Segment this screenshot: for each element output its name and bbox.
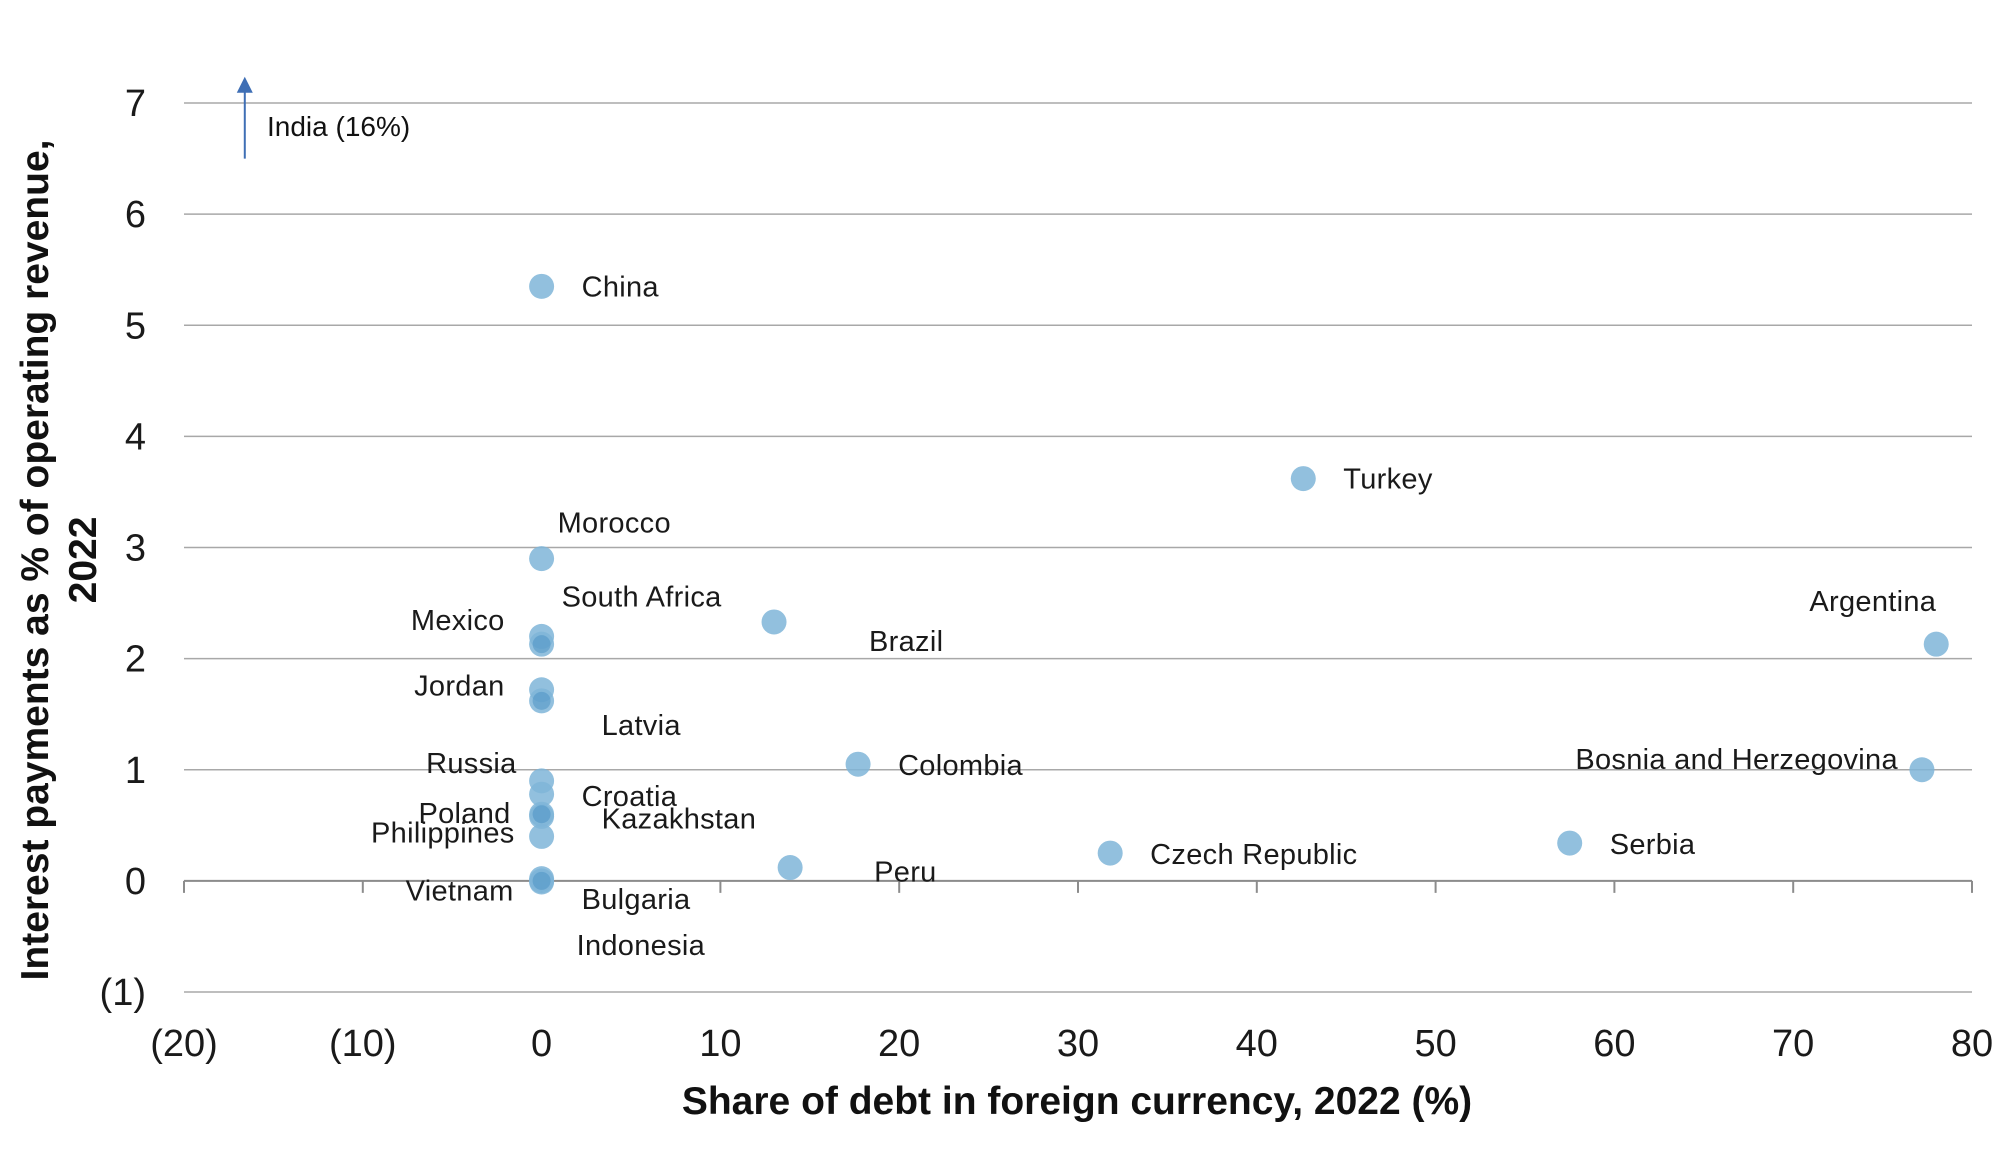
x-tick-label: 20 (878, 1023, 920, 1065)
point-label: Indonesia (577, 930, 706, 962)
data-point (529, 273, 555, 299)
point-label: Latvia (602, 710, 682, 742)
point-label: Poland (418, 798, 510, 830)
x-tick-label: 40 (1236, 1023, 1278, 1065)
y-axis-title: Interest payments as % of operating reve… (14, 140, 105, 981)
y-tick-label: (1) (100, 972, 146, 1014)
y-tick-label: 0 (125, 861, 146, 903)
point-label: Bosnia and Herzegovina (1575, 744, 1898, 776)
point-label: Croatia (582, 781, 678, 813)
data-point (1290, 466, 1316, 492)
y-tick-label: 6 (125, 194, 146, 236)
point-label: Serbia (1610, 829, 1696, 861)
india-arrow-head (236, 76, 253, 93)
y-tick-label: 3 (125, 528, 146, 570)
y-tick-label: 7 (125, 83, 146, 125)
point-label: Jordan (414, 671, 504, 703)
data-point (529, 546, 555, 572)
data-point (761, 609, 787, 635)
india-annotation-label: India (16%) (267, 111, 410, 142)
x-tick-label: 60 (1593, 1023, 1635, 1065)
x-tick-label: 50 (1414, 1023, 1456, 1065)
point-label: Brazil (869, 626, 943, 658)
point-label: Kazakhstan (602, 803, 757, 835)
point-label: South Africa (562, 581, 723, 613)
data-point (1557, 830, 1583, 856)
y-axis-title-line1: Interest payments as % of operating reve… (14, 140, 57, 981)
data-point-overlap (532, 805, 551, 824)
y-axis-title-line2: 2022 (62, 517, 105, 604)
data-point (1097, 840, 1123, 866)
point-labels: China Turkey Morocco South Africa Mexico Braz… (371, 271, 1936, 962)
x-tick-label: (10) (329, 1023, 397, 1065)
y-tick-label: 1 (125, 750, 146, 792)
point-label: Czech Republic (1150, 839, 1357, 871)
point-label: Vietnam (406, 876, 514, 908)
point-label: China (582, 271, 660, 303)
point-label: Russia (426, 748, 517, 780)
x-axis-ticks: (20) (10) 0 10 20 30 40 50 60 70 80 (150, 1023, 1993, 1065)
data-point (1923, 631, 1949, 657)
y-tick-label: 4 (125, 416, 146, 458)
x-tick-label: (20) (150, 1023, 218, 1065)
x-axis-title: Share of debt in foreign currency, 2022 … (682, 1080, 1472, 1123)
y-axis-ticks: (1) 0 1 2 3 4 5 6 7 (100, 83, 146, 1014)
point-label: Bulgaria (582, 884, 691, 916)
y-tick-label: 2 (125, 639, 146, 681)
x-tick-label: 30 (1057, 1023, 1099, 1065)
data-point-overlap (532, 635, 551, 654)
point-label: Turkey (1343, 464, 1433, 496)
data-point (529, 781, 555, 807)
point-label: Argentina (1809, 586, 1936, 618)
data-point-overlap (532, 871, 551, 890)
point-label: Philippines (371, 817, 515, 849)
gridlines (184, 102, 1972, 993)
x-tick-label: 10 (699, 1023, 741, 1065)
data-point (845, 751, 871, 777)
point-label: Mexico (411, 605, 505, 637)
point-label: Colombia (898, 750, 1023, 782)
india-annotation: India (16%) (236, 76, 410, 159)
x-tick-label: 70 (1772, 1023, 1814, 1065)
data-point (1909, 757, 1935, 783)
data-point (777, 855, 803, 881)
data-point (529, 823, 555, 849)
y-tick-label: 5 (125, 305, 146, 347)
x-tick-label: 0 (531, 1023, 552, 1065)
x-tick-label: 80 (1951, 1023, 1993, 1065)
data-point-overlap (532, 691, 551, 710)
point-label: Peru (874, 857, 936, 889)
data-points (529, 273, 1949, 895)
point-label: Morocco (558, 508, 671, 540)
